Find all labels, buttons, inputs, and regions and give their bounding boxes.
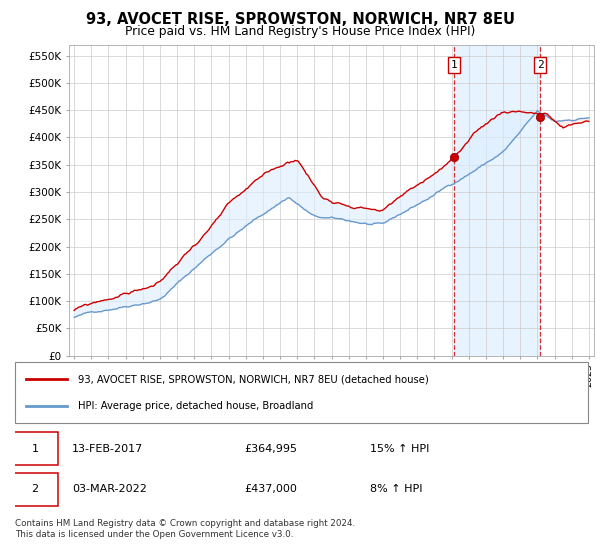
Text: 93, AVOCET RISE, SPROWSTON, NORWICH, NR7 8EU: 93, AVOCET RISE, SPROWSTON, NORWICH, NR7… — [86, 12, 515, 27]
Text: 93, AVOCET RISE, SPROWSTON, NORWICH, NR7 8EU (detached house): 93, AVOCET RISE, SPROWSTON, NORWICH, NR7… — [78, 374, 429, 384]
Text: 8% ↑ HPI: 8% ↑ HPI — [370, 484, 423, 494]
Text: HPI: Average price, detached house, Broadland: HPI: Average price, detached house, Broa… — [78, 401, 313, 411]
FancyBboxPatch shape — [15, 362, 588, 423]
FancyBboxPatch shape — [12, 473, 58, 506]
Text: Contains HM Land Registry data © Crown copyright and database right 2024.
This d: Contains HM Land Registry data © Crown c… — [15, 520, 355, 539]
Text: 13-FEB-2017: 13-FEB-2017 — [73, 444, 143, 454]
Bar — [454, 45, 540, 356]
FancyBboxPatch shape — [12, 432, 58, 465]
Text: 15% ↑ HPI: 15% ↑ HPI — [370, 444, 430, 454]
Text: 1: 1 — [450, 60, 457, 70]
Text: 1: 1 — [32, 444, 38, 454]
Text: £437,000: £437,000 — [244, 484, 297, 494]
Text: 2: 2 — [537, 60, 544, 70]
Text: Price paid vs. HM Land Registry's House Price Index (HPI): Price paid vs. HM Land Registry's House … — [125, 25, 475, 38]
Text: 03-MAR-2022: 03-MAR-2022 — [73, 484, 147, 494]
Text: £364,995: £364,995 — [244, 444, 297, 454]
Text: 2: 2 — [31, 484, 38, 494]
